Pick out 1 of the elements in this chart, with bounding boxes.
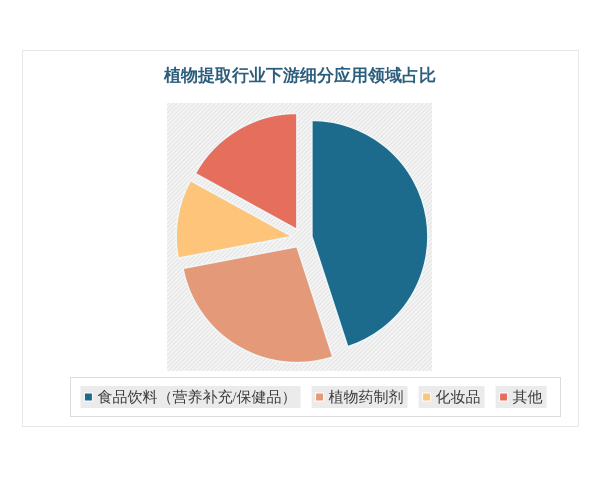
- title: 植物提取行业下游细分应用领域占比: [164, 66, 436, 85]
